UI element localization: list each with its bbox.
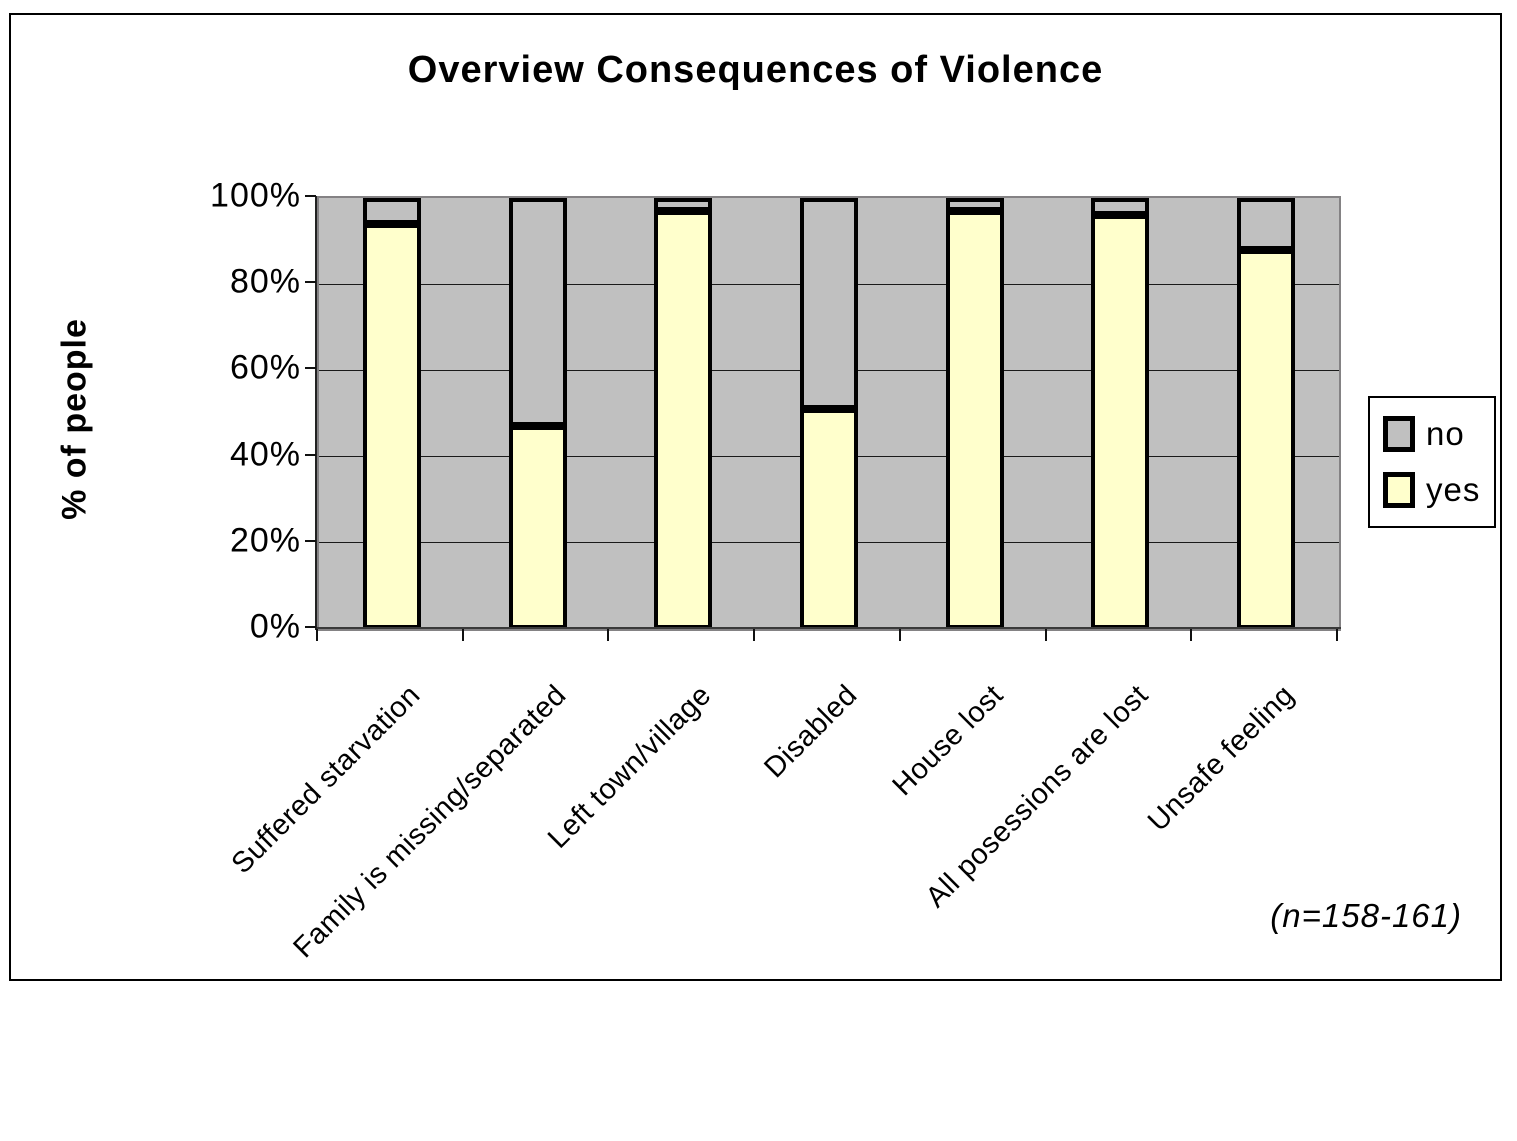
bar-segment-no-suffered-starvation (362, 198, 421, 224)
y-tick-label-100%: 100% (210, 176, 301, 215)
bar-unsafe-feeling (1237, 198, 1296, 629)
y-axis-title: % of people (55, 318, 94, 520)
bar-segment-yes-house-lost (945, 210, 1004, 629)
bar-segment-yes-disabled (800, 409, 858, 629)
plot-area (317, 196, 1341, 631)
y-tick-label-40%: 40% (229, 435, 301, 474)
bar-house-lost (945, 198, 1004, 629)
bar-family-is-missing-separated (508, 198, 567, 629)
bar-all-posessions-are-lost (1091, 198, 1150, 629)
chart-title: Overview Consequences of Violence (407, 49, 1104, 91)
bar-segment-yes-all-posessions-are-lost (1091, 215, 1150, 629)
y-tick-label-80%: 80% (229, 262, 301, 301)
annotation-sample-size: (n=158-161) (1270, 897, 1462, 934)
legend-swatch-yes (1383, 471, 1415, 508)
legend: no yes (1368, 396, 1496, 528)
bar-segment-no-disabled (800, 198, 858, 410)
x-axis-line (317, 627, 1341, 629)
bar-segment-yes-suffered-starvation (362, 223, 421, 629)
y-axis-line (315, 196, 317, 630)
x-tick-0 (316, 629, 318, 641)
x-tick-4 (898, 629, 901, 641)
y-tick-100% (305, 195, 316, 197)
chart-frame: Overview Consequences of Violence % of p… (9, 13, 1502, 981)
bar-segment-no-family-is-missing-separated (508, 198, 567, 427)
bar-disabled (800, 198, 858, 629)
legend-item-no: no (1383, 415, 1494, 453)
y-tick-label-0%: 0% (249, 607, 301, 646)
bar-segment-no-left-town-village (654, 198, 713, 211)
legend-item-yes: yes (1383, 471, 1494, 509)
bar-suffered-starvation (362, 198, 421, 629)
x-tick-3 (753, 629, 756, 641)
y-tick-80% (305, 281, 316, 284)
bar-segment-no-house-lost (945, 198, 1004, 211)
y-tick-label-60%: 60% (229, 348, 301, 387)
legend-label-yes: yes (1426, 470, 1481, 508)
x-tick-2 (607, 629, 610, 641)
bar-segment-yes-left-town-village (654, 210, 713, 629)
bar-segment-no-all-posessions-are-lost (1091, 198, 1150, 216)
y-tick-40% (305, 453, 316, 456)
x-tick-6 (1190, 629, 1193, 641)
y-tick-60% (305, 367, 316, 370)
y-tick-20% (305, 539, 316, 542)
chart-page: { "chart_data": { "type": "bar", "stacke… (9, 13, 1502, 981)
x-tick-1 (461, 629, 464, 641)
bar-segment-yes-unsafe-feeling (1237, 249, 1296, 629)
bar-segment-no-unsafe-feeling (1237, 198, 1296, 250)
bar-segment-yes-family-is-missing-separated (508, 426, 567, 629)
bar-left-town-village (654, 198, 713, 629)
x-tick-5 (1044, 629, 1047, 641)
x-tick-7 (1336, 629, 1338, 641)
legend-swatch-no (1383, 416, 1415, 453)
y-tick-label-20%: 20% (229, 521, 301, 560)
legend-label-no: no (1426, 415, 1465, 453)
y-tick-0% (305, 626, 316, 628)
